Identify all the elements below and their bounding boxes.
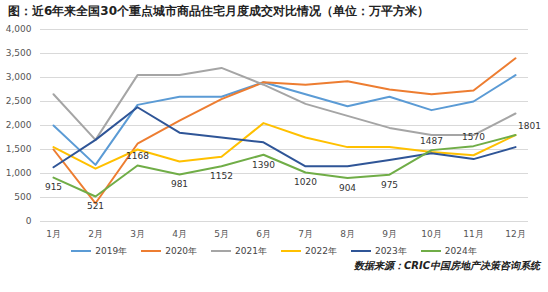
svg-text:1570: 1570 (462, 132, 485, 142)
svg-text:521: 521 (87, 201, 104, 211)
svg-text:1390: 1390 (252, 160, 275, 170)
html-text:2023年: 2023年 (374, 245, 407, 256)
svg-text:1152: 1152 (210, 171, 233, 181)
html-text:2022年: 2022年 (305, 245, 337, 256)
svg-text:8月: 8月 (340, 229, 355, 239)
svg-text:1168: 1168 (126, 151, 149, 161)
html-text:2024年: 2024年 (444, 245, 477, 256)
svg-text:2,500: 2,500 (6, 96, 32, 106)
svg-text:1,000: 1,000 (6, 168, 32, 178)
svg-text:6月: 6月 (256, 229, 271, 239)
svg-text:1487: 1487 (420, 136, 443, 146)
svg-text:5月: 5月 (214, 229, 229, 239)
svg-text:1,500: 1,500 (6, 144, 32, 154)
svg-text:4月: 4月 (172, 229, 187, 239)
svg-text:3月: 3月 (130, 229, 145, 239)
svg-text:2月: 2月 (88, 229, 103, 239)
svg-text:10月: 10月 (421, 229, 441, 239)
svg-text:1801: 1801 (518, 121, 541, 131)
svg-text:975: 975 (381, 180, 398, 190)
svg-text:915: 915 (45, 182, 62, 192)
svg-text:1020: 1020 (294, 177, 317, 187)
svg-text:2,000: 2,000 (6, 120, 32, 130)
svg-text:4,000: 4,000 (6, 24, 32, 34)
svg-text:1月: 1月 (46, 229, 61, 239)
svg-text:12月: 12月 (505, 229, 525, 239)
svg-text:500: 500 (14, 192, 31, 202)
html-text:2019年: 2019年 (95, 245, 128, 256)
svg-text:11月: 11月 (463, 229, 483, 239)
svg-text:3,500: 3,500 (6, 48, 32, 58)
svg-text:7月: 7月 (298, 229, 313, 239)
html-text:2021年: 2021年 (235, 245, 267, 256)
svg-text:3,000: 3,000 (6, 72, 32, 82)
html-text:图：近6年来全国30个重点城市商品住宅月度成交对比情况（单位: 图：近6年来全国30个重点城市商品住宅月度成交对比情况（单位：万平方米） (8, 4, 430, 18)
svg-text:0: 0 (26, 216, 32, 226)
html-text:数据来源：CRIC中国房地产决策咨询系统: 数据来源：CRIC中国房地产决策咨询系统 (353, 260, 540, 271)
html-text:2020年: 2020年 (165, 245, 198, 256)
svg-text:904: 904 (339, 183, 356, 193)
svg-text:981: 981 (171, 179, 188, 189)
svg-text:9月: 9月 (382, 229, 397, 239)
